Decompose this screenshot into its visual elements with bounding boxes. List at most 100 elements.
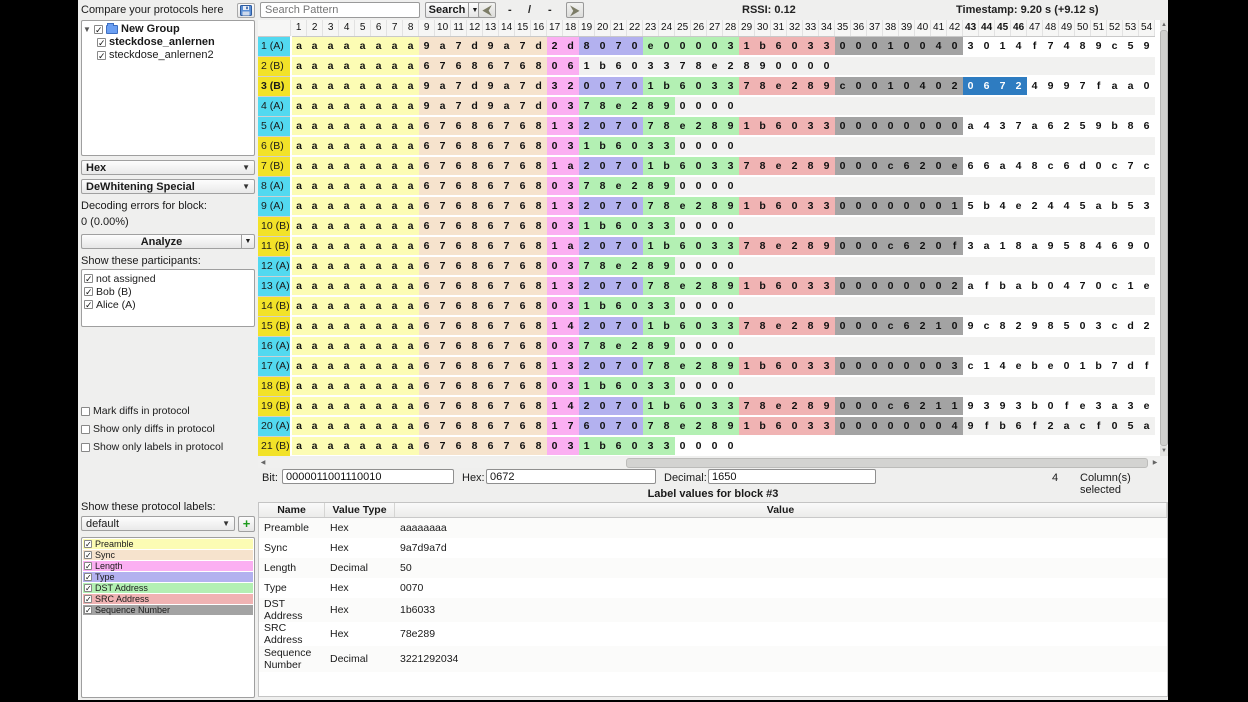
hex-cell[interactable]: 0 — [706, 336, 723, 357]
hex-cell[interactable]: a — [338, 216, 355, 237]
hex-cell[interactable] — [1122, 436, 1139, 456]
hex-cell[interactable]: 7 — [738, 396, 755, 417]
hex-cell[interactable]: a — [370, 356, 387, 377]
hex-cell[interactable] — [1042, 136, 1059, 157]
hex-cell[interactable]: 8 — [1122, 116, 1139, 137]
hex-cell[interactable]: a — [290, 96, 307, 117]
hex-cell[interactable]: 0 — [674, 136, 691, 157]
hex-cell[interactable]: 4 — [1010, 36, 1027, 57]
hex-cell[interactable]: 6 — [514, 416, 531, 437]
hex-cell[interactable]: 2 — [1010, 76, 1027, 97]
hex-cell[interactable] — [834, 336, 851, 357]
hex-cell[interactable]: 2 — [1058, 116, 1075, 137]
hex-cell[interactable]: 0 — [930, 416, 947, 437]
hex-cell[interactable]: 0 — [690, 36, 707, 57]
hex-cell[interactable]: 6 — [482, 176, 499, 197]
hex-cell[interactable]: a — [402, 116, 419, 137]
hex-cell[interactable]: 0 — [594, 36, 611, 57]
hex-cell[interactable]: 8 — [530, 416, 547, 437]
hex-cell[interactable]: 0 — [914, 36, 931, 57]
hex-column-header[interactable]: 50 — [1074, 20, 1092, 37]
hex-cell[interactable]: 6 — [418, 276, 435, 297]
hex-cell[interactable]: 0 — [706, 96, 723, 117]
hex-cell[interactable] — [882, 296, 899, 317]
hex-cell[interactable] — [818, 336, 835, 357]
hex-cell[interactable]: a — [370, 296, 387, 317]
hex-cell[interactable]: 3 — [642, 376, 659, 397]
hex-row-header[interactable]: 14 (B) — [258, 296, 292, 317]
hex-cell[interactable]: 9 — [818, 396, 835, 417]
hex-row-header[interactable]: 5 (A) — [258, 116, 292, 137]
hex-cell[interactable] — [1122, 296, 1139, 317]
hex-cell[interactable]: 0 — [674, 256, 691, 277]
hex-cell[interactable] — [1010, 256, 1027, 277]
hex-cell[interactable]: 6 — [418, 396, 435, 417]
hex-cell[interactable]: 7 — [738, 236, 755, 257]
hex-cell[interactable]: 0 — [546, 56, 563, 77]
hex-cell[interactable]: a — [322, 236, 339, 257]
hex-cell[interactable]: 8 — [530, 336, 547, 357]
hex-cell[interactable]: 3 — [1090, 316, 1107, 337]
hex-cell[interactable]: 4 — [1058, 276, 1075, 297]
hex-cell[interactable]: 0 — [674, 176, 691, 197]
hex-cell[interactable]: 3 — [658, 136, 675, 157]
hex-cell[interactable]: 7 — [610, 156, 627, 177]
hex-cell[interactable]: 0 — [850, 416, 867, 437]
hex-cell[interactable] — [962, 96, 979, 117]
hex-cell[interactable] — [834, 176, 851, 197]
hex-cell[interactable]: 8 — [466, 116, 483, 137]
hex-cell[interactable] — [818, 96, 835, 117]
value-type-cell[interactable]: Hex — [330, 604, 349, 616]
hex-cell[interactable]: 4 — [1058, 36, 1075, 57]
hex-cell[interactable] — [946, 176, 963, 197]
hex-cell[interactable]: 7 — [610, 276, 627, 297]
hex-cell[interactable]: 3 — [722, 236, 739, 257]
hex-cell[interactable] — [754, 176, 771, 197]
hex-cell[interactable]: 6 — [418, 196, 435, 217]
hex-cell[interactable]: 0 — [674, 96, 691, 117]
hex-row-header[interactable]: 2 (B) — [258, 56, 292, 77]
hex-cell[interactable]: 0 — [594, 156, 611, 177]
hex-cell[interactable]: e — [1138, 396, 1155, 417]
hex-column-header[interactable]: 10 — [434, 20, 452, 37]
hex-cell[interactable]: a — [354, 356, 371, 377]
hex-cell[interactable] — [978, 336, 995, 357]
hex-row-header[interactable]: 16 (A) — [258, 336, 292, 357]
hex-column-header[interactable]: 9 — [418, 20, 436, 37]
hex-cell[interactable]: 0 — [626, 356, 643, 377]
hex-cell[interactable]: 7 — [498, 216, 515, 237]
prev-search-result-button[interactable]: ⮜ — [478, 2, 496, 18]
hex-cell[interactable]: 1 — [738, 356, 755, 377]
hex-cell[interactable]: a — [370, 256, 387, 277]
hex-cell[interactable] — [1138, 336, 1155, 357]
protocol-label-checkbox[interactable] — [84, 606, 92, 614]
hex-cell[interactable]: 3 — [642, 296, 659, 317]
hex-cell[interactable]: a — [306, 176, 323, 197]
hex-cell[interactable]: 6 — [482, 156, 499, 177]
analyze-dropdown-button[interactable]: ▼ — [241, 234, 255, 249]
hex-cell[interactable] — [962, 336, 979, 357]
hex-cell[interactable]: 6 — [482, 116, 499, 137]
hex-cell[interactable]: a — [370, 156, 387, 177]
hex-cell[interactable]: a — [306, 116, 323, 137]
hex-cell[interactable]: e — [1074, 396, 1091, 417]
hex-cell[interactable]: 2 — [1042, 416, 1059, 437]
hex-cell[interactable]: a — [354, 256, 371, 277]
hex-column-header[interactable]: 41 — [930, 20, 948, 37]
hex-cell[interactable]: 2 — [914, 156, 931, 177]
hex-cell[interactable]: a — [306, 276, 323, 297]
hex-cell[interactable]: a — [290, 296, 307, 317]
hex-cell[interactable]: 6 — [418, 56, 435, 77]
hex-cell[interactable]: 6 — [482, 336, 499, 357]
hex-cell[interactable]: 0 — [722, 256, 739, 277]
hex-cell[interactable]: 0 — [930, 156, 947, 177]
hex-cell[interactable] — [754, 436, 771, 456]
hex-cell[interactable]: 0 — [626, 136, 643, 157]
hex-cell[interactable]: 3 — [722, 156, 739, 177]
hex-cell[interactable]: 0 — [834, 356, 851, 377]
hex-cell[interactable] — [1026, 296, 1043, 317]
hex-cell[interactable]: 6 — [450, 196, 467, 217]
hex-cell[interactable]: a — [338, 356, 355, 377]
hex-cell[interactable]: 2 — [690, 416, 707, 437]
hex-cell[interactable] — [994, 376, 1011, 397]
